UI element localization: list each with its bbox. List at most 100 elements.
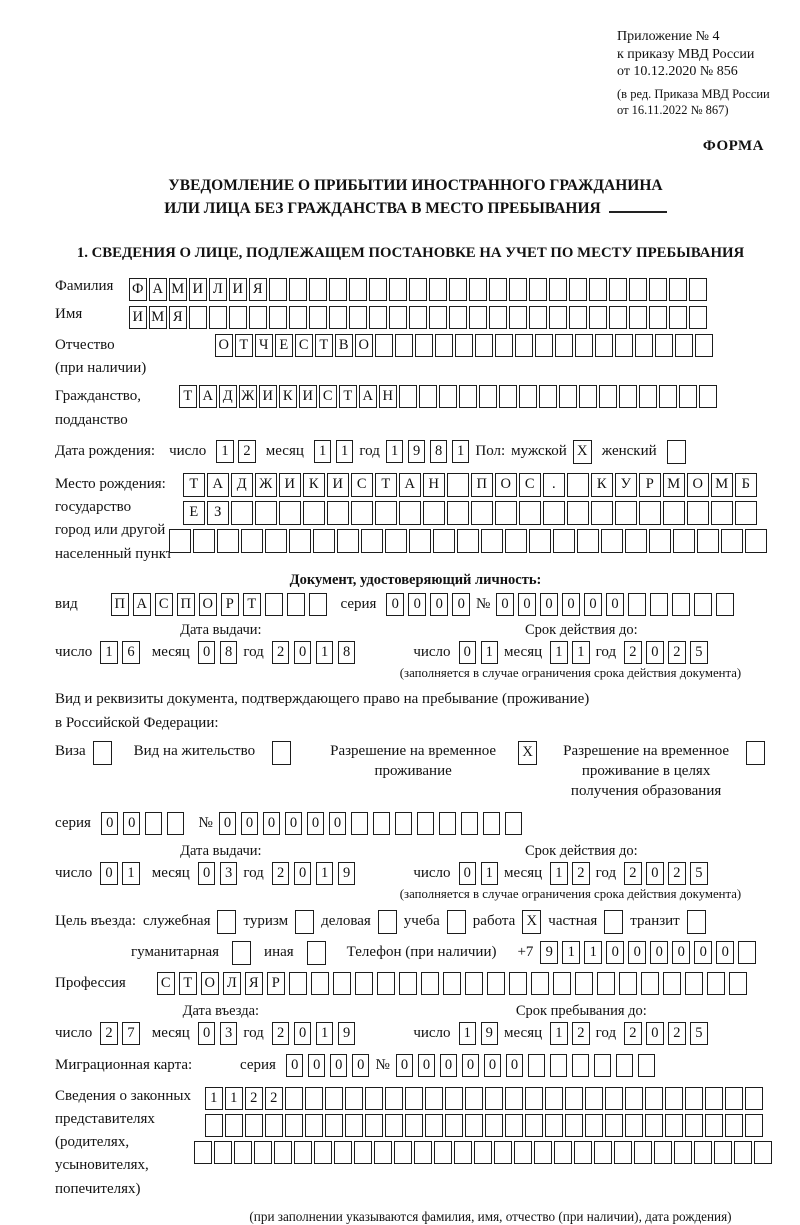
form-cell: 2 — [668, 861, 686, 885]
form-cell: О — [201, 971, 219, 995]
form-cell — [443, 971, 461, 995]
appendix-line: от 10.12.2020 № 856 — [617, 64, 738, 79]
form-cell — [639, 385, 657, 409]
year-label: год — [243, 864, 264, 881]
form-cell: Я — [169, 305, 187, 329]
form-cell — [716, 592, 734, 616]
form-cell: 0 — [458, 861, 477, 885]
form-cell: 1 — [550, 861, 568, 885]
form-cell — [394, 1140, 412, 1164]
form-cell: 0 — [461, 1053, 480, 1077]
form-cell: С — [157, 971, 175, 995]
form-cell — [415, 333, 433, 357]
form-cell — [374, 1140, 392, 1164]
stay-until-header: Срок пребывания до: — [515, 1002, 647, 1019]
form-cell — [345, 1086, 363, 1110]
form-cell — [459, 385, 477, 409]
form-cell — [465, 971, 483, 995]
form-cell: 0 — [197, 1021, 216, 1045]
patronymic-label: Отчество (при наличии) — [55, 336, 147, 377]
form-cell: . — [543, 472, 565, 497]
form-cell: К — [591, 472, 613, 497]
form-cell — [309, 592, 327, 616]
amendment-line: от 16.11.2022 № 867) — [617, 102, 729, 117]
form-cell: 5 — [690, 861, 708, 885]
temp-residence-label: Разрешение на временное проживание — [330, 742, 497, 780]
form-cell: 2 — [100, 1021, 118, 1045]
form-cell: X — [572, 439, 592, 464]
series-label: серия — [55, 814, 91, 831]
entry-dates: Дата въезда: Срок пребывания до: число 2… — [55, 1003, 776, 1045]
id-doc-header: Документ, удостоверяющий личность: — [289, 571, 542, 588]
representatives-boxes-row3 — [194, 1140, 772, 1164]
month-label: месяц — [151, 864, 190, 881]
form-cell: 0 — [408, 592, 426, 616]
form-cell: О — [355, 333, 373, 357]
form-cell — [469, 305, 487, 329]
form-cell — [577, 528, 599, 553]
given-name-label: Имя — [55, 305, 83, 322]
number-label: № — [375, 1056, 390, 1073]
valid-until-header: Срок действия до: — [524, 842, 638, 859]
form-cell — [641, 971, 659, 995]
representatives-note: (при заполнении указываются фамилия, имя… — [249, 1208, 732, 1224]
form-cell — [639, 500, 661, 525]
form-cell: 2 — [668, 640, 686, 664]
appendix-block: Приложение № 4 к приказу МВД России от 1… — [617, 28, 776, 118]
form-cell — [509, 305, 527, 329]
form-cell — [274, 1140, 292, 1164]
form-cell — [232, 940, 252, 965]
stay-doc-type-row: Виза Вид на жительство Разрешение на вре… — [55, 740, 776, 802]
day-label: число — [55, 643, 93, 660]
form-cell — [429, 277, 447, 301]
stay-doc-intro: Вид и реквизиты документа, подтверждающе… — [55, 690, 590, 731]
form-cell: И — [259, 385, 277, 409]
form-cell — [289, 971, 307, 995]
form-cell — [514, 1140, 532, 1164]
form-cell: 0 — [262, 811, 281, 835]
series-label: серия — [340, 595, 377, 612]
form-cell — [569, 305, 587, 329]
title-blank-underline — [608, 197, 667, 214]
form-cell: 0 — [293, 640, 312, 664]
form-cell — [92, 740, 112, 765]
form-cell — [445, 1113, 463, 1137]
citizenship-label: Гражданство, подданство — [55, 388, 142, 428]
visa-checkbox — [92, 740, 112, 765]
form-cell — [377, 971, 395, 995]
form-cell — [594, 1140, 612, 1164]
form-cell: Т — [339, 385, 357, 409]
form-cell — [685, 971, 703, 995]
form-cell — [575, 333, 593, 357]
number-label: № — [475, 595, 491, 612]
form-cell — [593, 1053, 612, 1077]
form-cell — [345, 1113, 363, 1137]
purpose-study-checkbox — [446, 909, 466, 934]
form-cell — [169, 528, 191, 553]
form-cell: 8 — [219, 640, 238, 664]
residence-permit-option: Вид на жительство — [134, 740, 292, 765]
form-cell — [745, 1113, 763, 1137]
purpose-private-checkbox — [604, 909, 624, 934]
form-cell: Т — [179, 971, 197, 995]
form-cell — [416, 811, 435, 835]
form-cell: С — [295, 333, 313, 357]
visa-label: Виза — [55, 742, 86, 759]
purpose-humanitarian-checkbox — [232, 940, 252, 965]
form-cell: Т — [375, 472, 397, 497]
residence-permit-checkbox — [272, 740, 292, 765]
form-cell — [369, 277, 387, 301]
form-cell: М — [149, 305, 167, 329]
form-cell: 0 — [496, 592, 514, 616]
form-cell — [725, 1113, 743, 1137]
form-cell: 0 — [584, 592, 602, 616]
